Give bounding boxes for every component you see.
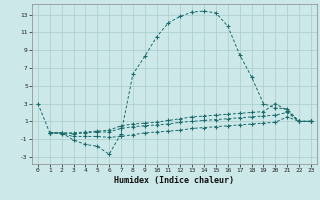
X-axis label: Humidex (Indice chaleur): Humidex (Indice chaleur) bbox=[115, 176, 234, 185]
